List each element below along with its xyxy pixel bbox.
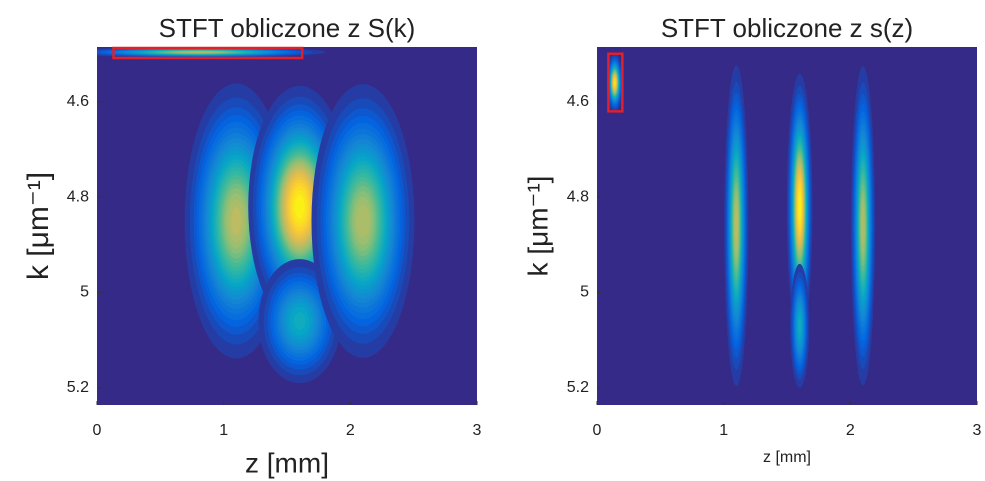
spot [786,73,813,340]
x-tick-label: 0 [593,422,602,439]
x-tick-label: 3 [473,422,482,439]
spot-level [294,194,305,219]
spot-level [798,193,801,220]
spot [97,47,326,58]
spot-level [293,312,306,331]
y-tick-label: 5.2 [67,379,89,396]
spot-level [614,81,616,85]
chart-title: STFT obliczone z s(z) [661,13,913,43]
plot-area [606,52,876,388]
x-axis-label: z [mm] [245,447,329,478]
x-tick-label: 0 [93,422,102,439]
spot-level [735,209,738,242]
spot [258,259,341,384]
spot [724,65,749,387]
y-tick-label: 5 [80,284,89,301]
x-tick-label: 2 [846,422,855,439]
spot [606,52,623,113]
x-tick-label: 3 [973,422,982,439]
panel: 0 1 2 3 4.6 4.8 5 5.2 STFT obliczone z s(z) z [mm… [522,13,981,466]
plot-area [97,47,415,384]
y-axis-label: k [μm⁻¹] [22,172,55,280]
y-tick-label: 4.8 [567,188,589,205]
highlight-box [607,52,624,113]
spot-level [798,316,802,335]
panel: 0 1 2 3 4.6 4.8 5 5.2 STFT obliczone z S(k) z [mm… [22,13,482,479]
y-tick-label: 4.6 [567,93,589,110]
spot-level [356,204,370,238]
y-tick-label: 5.2 [567,379,589,396]
x-tick-label: 1 [219,422,228,439]
y-tick-label: 5 [580,284,589,301]
spot-level [861,206,865,246]
spot-level [182,51,215,53]
spot-level [231,207,242,235]
spot [790,263,810,388]
y-tick-label: 4.8 [67,188,89,205]
x-tick-label: 1 [719,422,728,439]
highlight-box [112,46,304,60]
spot [248,85,352,328]
spot [311,84,415,358]
spot [850,66,876,386]
x-tick-label: 2 [346,422,355,439]
y-tick-label: 4.6 [67,93,89,110]
x-axis-label: z [mm] [763,449,811,466]
chart-title: STFT obliczone z S(k) [159,13,416,43]
y-axis-label: k [μm⁻¹] [522,176,553,277]
